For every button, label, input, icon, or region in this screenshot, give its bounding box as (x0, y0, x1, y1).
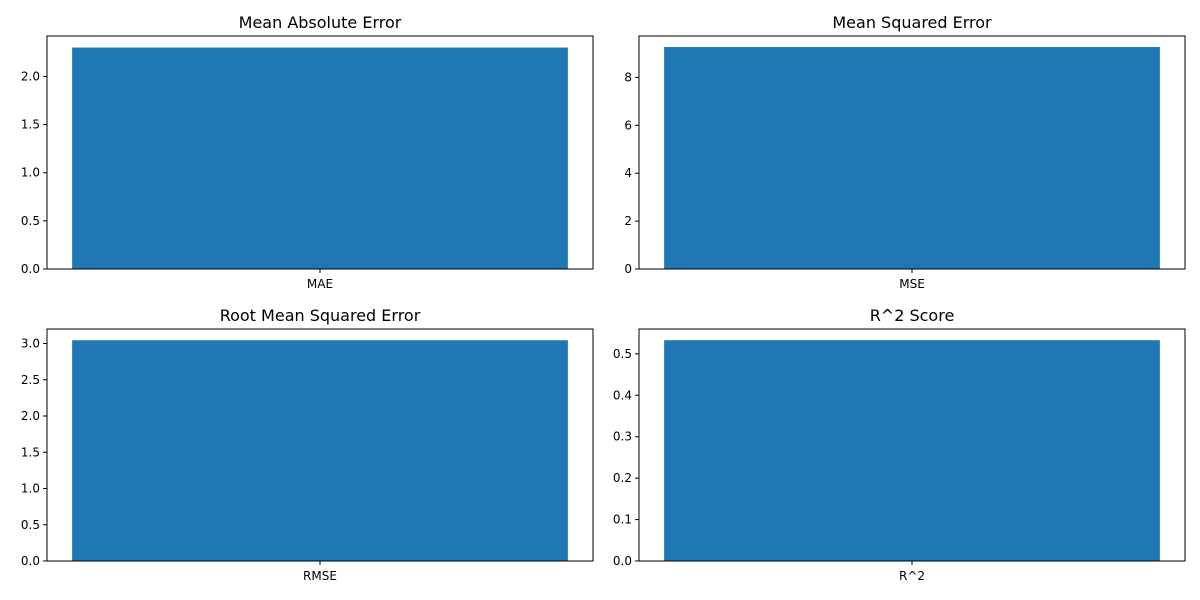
bar-r-2 (664, 340, 1160, 561)
y-tick-label: 0.0 (21, 554, 40, 568)
subplot-title: Mean Squared Error (832, 13, 992, 32)
y-tick-label: 0.2 (613, 471, 632, 485)
y-tick-label: 0.4 (613, 388, 632, 402)
subplot-4: R^2 0.0 0.1 0.2 0.3 0.4 0.5 R^2 Score (613, 306, 1186, 583)
y-tick-label: 0.0 (21, 262, 40, 276)
x-tick-label: R^2 (899, 569, 925, 583)
y-tick-label: 0.0 (613, 554, 632, 568)
axes-frame (46, 35, 594, 270)
y-tick-label: 0.1 (613, 513, 632, 527)
bar-rmse (72, 340, 568, 561)
y-tick-label: 8 (624, 70, 632, 84)
y-tick-label: 2 (624, 214, 632, 228)
y-tick-label: 4 (624, 166, 632, 180)
axes-frame (638, 35, 1186, 270)
subplot-title: Root Mean Squared Error (220, 306, 421, 325)
subplot-1: MAE 0.0 0.5 1.0 1.5 2.0 Mean Absolute Error (21, 13, 594, 291)
y-tick-label: 1.0 (21, 482, 40, 496)
y-tick-label: 1.5 (21, 118, 40, 132)
axes-frame (46, 328, 594, 562)
x-tick-label: MSE (899, 277, 925, 291)
y-tick-label: 0.5 (613, 347, 632, 361)
axes-frame (638, 328, 1186, 562)
y-tick-label: 2.0 (21, 409, 40, 423)
y-tick-label: 0.5 (21, 518, 40, 532)
y-tick-label: 1.0 (21, 166, 40, 180)
bar-mae (72, 47, 568, 269)
x-tick-label: RMSE (303, 569, 337, 583)
subplot-title: Mean Absolute Error (239, 13, 402, 32)
bar-mse (664, 47, 1160, 269)
y-tick-label: 1.5 (21, 445, 40, 459)
x-tick-label: MAE (307, 277, 333, 291)
y-tick-label: 6 (624, 118, 632, 132)
subplot-3: RMSE 0.0 0.5 1.0 1.5 2.0 2.5 3.0 Root Mean Squar… (21, 306, 594, 583)
y-tick-label: 2.0 (21, 69, 40, 83)
y-tick-label: 0.3 (613, 430, 632, 444)
y-tick-label: 0 (624, 262, 632, 276)
subplot-2: MSE 0 2 4 6 8 Mean Squared Error (624, 13, 1186, 291)
subplot-title: R^2 Score (870, 306, 955, 325)
y-tick-label: 3.0 (21, 337, 40, 351)
y-tick-label: 0.5 (21, 214, 40, 228)
y-tick-label: 2.5 (21, 373, 40, 387)
